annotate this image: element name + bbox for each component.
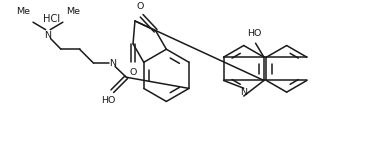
Text: HO: HO (248, 29, 262, 38)
Text: O: O (137, 2, 144, 11)
Text: N: N (44, 31, 51, 40)
Text: N: N (109, 59, 116, 68)
Text: Me: Me (65, 7, 80, 16)
Text: Me: Me (16, 7, 30, 16)
Text: HCl: HCl (43, 14, 60, 24)
Text: O: O (130, 68, 137, 77)
Text: N: N (240, 88, 247, 97)
Text: HO: HO (101, 96, 116, 105)
